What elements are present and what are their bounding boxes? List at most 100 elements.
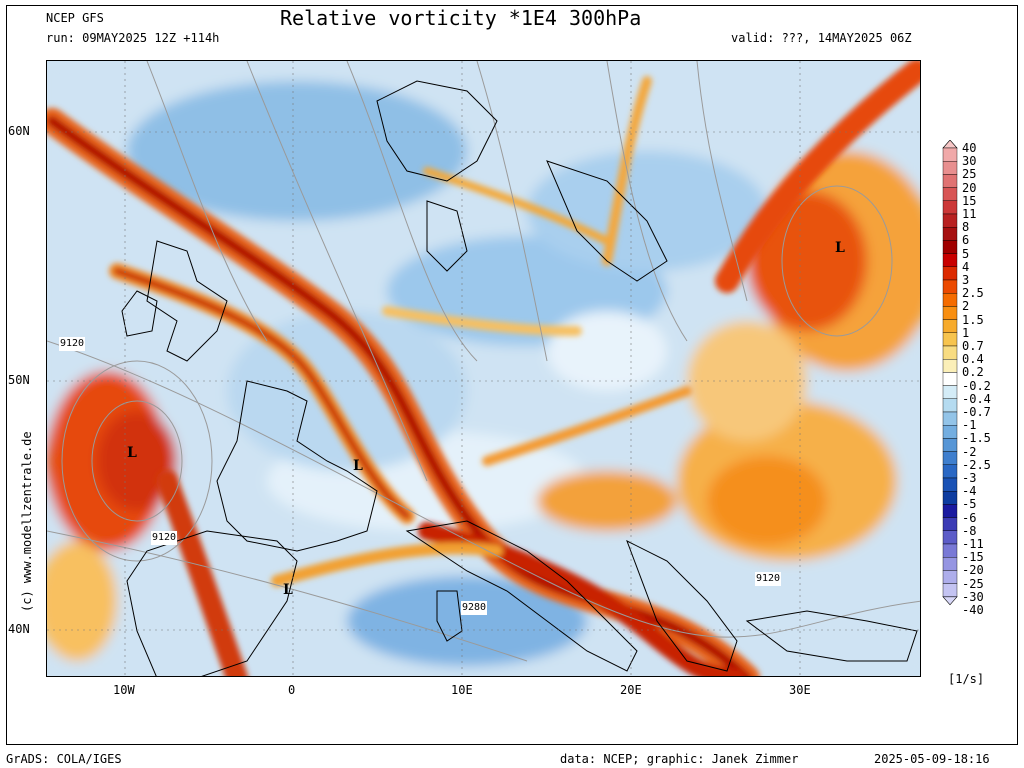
legend-tick-label: -2 bbox=[962, 444, 977, 459]
lon-tick-label: 0 bbox=[288, 683, 296, 697]
low-center-label: L bbox=[283, 582, 293, 598]
vorticity-map[interactable]: L L L L 9120 9120 9120 9280 bbox=[46, 60, 921, 677]
legend-swatch bbox=[942, 438, 958, 452]
footer-credits: data: NCEP; graphic: Janek Zimmer bbox=[560, 752, 799, 766]
legend-tick-label: -25 bbox=[962, 576, 984, 591]
copyright: (c) www.modellzentrale.de bbox=[20, 431, 34, 612]
legend-tick-label: 4 bbox=[962, 259, 970, 274]
low-center-label: L bbox=[127, 445, 137, 461]
legend-tick-label: -11 bbox=[962, 537, 984, 551]
geopotential-contours bbox=[47, 61, 920, 662]
legend-tick-label: 0.7 bbox=[962, 339, 984, 353]
legend-tick-label: 1.5 bbox=[962, 312, 984, 327]
coastlines bbox=[121, 80, 918, 676]
legend-swatch bbox=[942, 319, 958, 334]
lon-tick-label: 10E bbox=[451, 683, 473, 697]
legend-swatch bbox=[942, 226, 958, 241]
legend-tick-label: 0.4 bbox=[962, 352, 984, 367]
color-legend bbox=[941, 139, 959, 634]
legend-swatch bbox=[942, 240, 958, 254]
legend-swatch bbox=[942, 583, 958, 598]
legend-tick-label: 25 bbox=[962, 167, 977, 182]
valid-time: valid: ???, 14MAY2025 06Z bbox=[731, 31, 912, 45]
legend-swatch bbox=[942, 292, 958, 307]
legend-tick-label: -40 bbox=[962, 603, 984, 617]
legend-swatch bbox=[942, 147, 958, 162]
legend-swatch bbox=[942, 187, 958, 201]
legend-tick-label: -4 bbox=[962, 484, 977, 499]
legend-tick-label: 15 bbox=[962, 193, 977, 208]
plot-frame bbox=[6, 5, 1018, 745]
map-title: Relative vorticity *1E4 300hPa bbox=[280, 6, 642, 30]
legend-swatch bbox=[942, 279, 958, 294]
legend-tick-label: 8 bbox=[962, 220, 970, 235]
legend-swatch bbox=[942, 411, 958, 426]
legend-swatch bbox=[942, 200, 958, 215]
map-canvas bbox=[47, 61, 920, 676]
legend-tick-label: 3 bbox=[962, 273, 970, 287]
legend-tick-label: -5 bbox=[962, 497, 977, 512]
lat-tick-label: 60N bbox=[8, 124, 30, 138]
legend-tick-label: -1 bbox=[962, 418, 977, 433]
legend-swatch bbox=[942, 530, 958, 545]
legend-swatch bbox=[942, 161, 958, 175]
run-info: run: 09MAY2025 12Z +114h bbox=[46, 31, 220, 45]
legend-tick-label: 40 bbox=[962, 141, 977, 155]
low-center-label: L bbox=[835, 240, 845, 256]
legend-tick-label: 0.2 bbox=[962, 365, 984, 380]
legend-tick-label: -20 bbox=[962, 563, 984, 578]
legend-swatch bbox=[942, 385, 958, 400]
legend-swatch bbox=[942, 306, 958, 320]
legend-swatch bbox=[942, 451, 958, 466]
contour-label: 9280 bbox=[461, 601, 488, 615]
legend-swatch bbox=[942, 570, 958, 584]
footer-grads: GrADS: COLA/IGES bbox=[6, 752, 122, 766]
legend-tick-label: -1.5 bbox=[962, 431, 991, 446]
legend-tick-label: 1 bbox=[962, 325, 970, 340]
lon-tick-label: 30E bbox=[789, 683, 811, 697]
legend-swatch bbox=[942, 174, 958, 188]
legend-swatch bbox=[942, 491, 958, 505]
legend-arrow-bottom bbox=[942, 596, 958, 606]
contour-label: 9120 bbox=[755, 572, 782, 586]
contour-label: 9120 bbox=[151, 531, 178, 545]
model-name: NCEP GFS bbox=[46, 11, 104, 25]
lon-tick-label: 20E bbox=[620, 683, 642, 697]
legend-tick-label: -30 bbox=[962, 589, 984, 604]
legend-swatch bbox=[942, 253, 958, 267]
legend-swatch bbox=[942, 517, 958, 532]
legend-tick-label: 30 bbox=[962, 154, 977, 169]
legend-tick-label: 2 bbox=[962, 299, 970, 314]
lon-tick-label: 10W bbox=[113, 683, 135, 697]
legend-tick-label: -8 bbox=[962, 523, 977, 538]
legend-swatch bbox=[942, 504, 958, 518]
legend-swatch bbox=[942, 398, 958, 413]
legend-tick-label: 2.5 bbox=[962, 286, 984, 301]
vorticity-field bbox=[47, 61, 920, 676]
legend-tick-label: -3 bbox=[962, 471, 977, 485]
legend-tick-label: -15 bbox=[962, 550, 984, 565]
legend-tick-label: -0.2 bbox=[962, 378, 991, 393]
lat-tick-label: 50N bbox=[8, 373, 30, 387]
legend-tick-label: -0.4 bbox=[962, 391, 991, 406]
legend-tick-label: 20 bbox=[962, 180, 977, 195]
legend-swatch bbox=[942, 358, 958, 373]
legend-swatch bbox=[942, 425, 958, 439]
legend-swatch bbox=[942, 372, 958, 386]
legend-tick-label: -6 bbox=[962, 510, 977, 525]
legend-unit: [1/s] bbox=[948, 672, 985, 686]
legend-tick-label: 11 bbox=[962, 207, 977, 221]
low-center-label: L bbox=[353, 458, 363, 474]
legend-swatch bbox=[942, 332, 958, 347]
legend-swatch bbox=[942, 345, 958, 360]
footer-timestamp: 2025-05-09-18:16 bbox=[874, 752, 990, 766]
legend-tick-label: 6 bbox=[962, 233, 970, 248]
legend-swatch bbox=[942, 266, 958, 281]
legend-swatch bbox=[942, 464, 958, 479]
lat-tick-label: 40N bbox=[8, 622, 30, 636]
legend-swatch bbox=[942, 477, 958, 492]
legend-swatch bbox=[942, 543, 958, 558]
legend-arrow-top bbox=[942, 139, 958, 149]
legend-tick-label: 5 bbox=[962, 246, 970, 261]
contour-label: 9120 bbox=[59, 337, 86, 351]
